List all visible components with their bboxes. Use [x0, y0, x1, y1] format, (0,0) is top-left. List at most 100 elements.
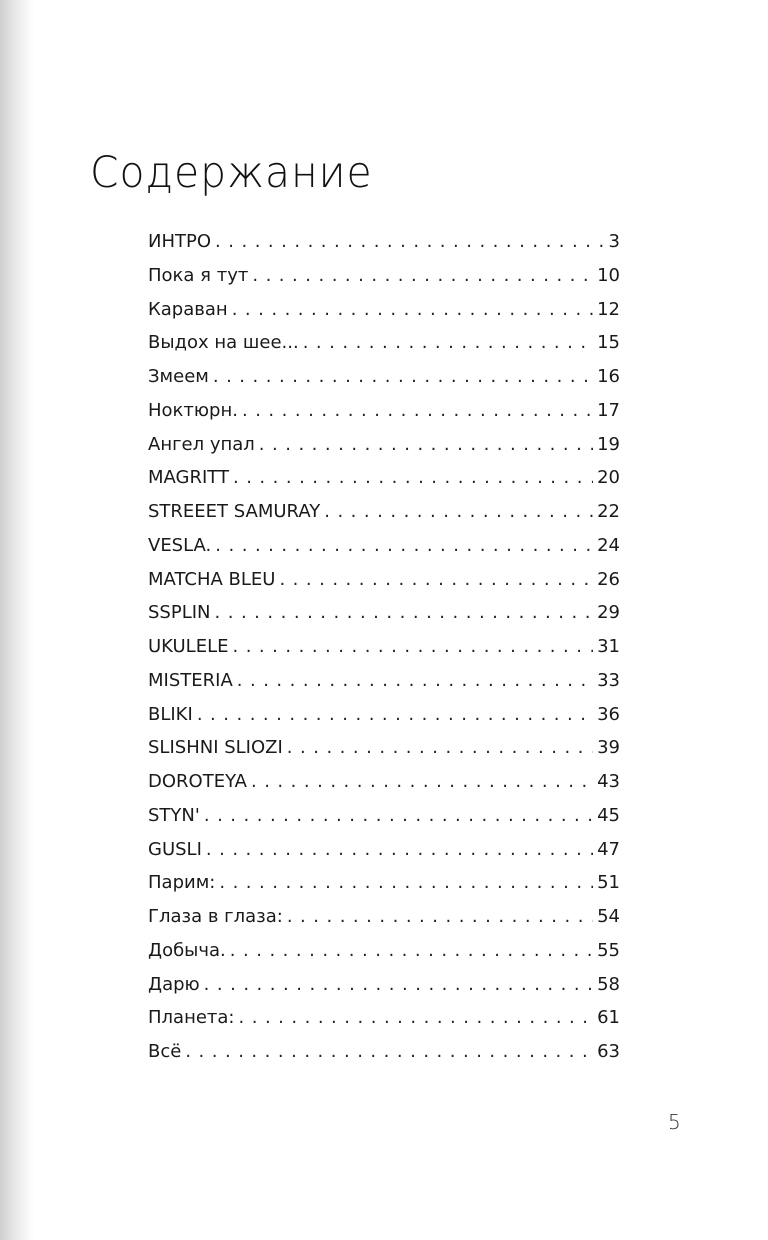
toc-entry-page: 29: [597, 602, 620, 624]
toc-entry-title: Змеем: [148, 366, 209, 387]
toc-entry-title: Дарю: [148, 973, 200, 995]
toc-entry[interactable]: Ноктюрн.................................…: [148, 400, 620, 434]
dot-leader: ........................................…: [241, 399, 593, 421]
dot-leader: ........................................…: [258, 433, 593, 455]
toc-entry[interactable]: VESLA...................................…: [148, 535, 620, 569]
toc-entry[interactable]: Глаза в глаза:..........................…: [148, 906, 620, 940]
toc-entry-title: BLIKI: [148, 703, 193, 725]
dot-leader: ........................................…: [231, 298, 593, 320]
toc-entry-title: Караван: [148, 298, 228, 320]
toc-entry-title: STREEET SAMURAY: [148, 501, 321, 522]
toc-entry[interactable]: Всё.....................................…: [148, 1041, 620, 1075]
toc-entry[interactable]: SSPLIN..................................…: [148, 602, 620, 636]
dot-leader: ........................................…: [286, 737, 593, 759]
dot-leader: ........................................…: [232, 467, 593, 489]
toc-entry[interactable]: Караван.................................…: [148, 299, 620, 333]
dot-leader: ........................................…: [203, 804, 594, 826]
dot-leader: ........................................…: [250, 771, 593, 792]
toc-entry[interactable]: MISTERIA................................…: [148, 670, 620, 704]
toc-entry[interactable]: Ангел упал..............................…: [148, 434, 620, 468]
toc-entry[interactable]: SLISHNI SLIOZI..........................…: [148, 737, 620, 771]
toc-entry[interactable]: GUSLI...................................…: [148, 839, 620, 873]
toc-entry-page: 36: [597, 703, 620, 725]
toc-entry-page: 61: [597, 1007, 620, 1029]
toc-entry-title: UKULELE: [148, 636, 229, 657]
toc-entry[interactable]: Выдох на шее............................…: [148, 332, 620, 366]
toc-entry-page: 16: [597, 366, 620, 387]
dot-leader: ........................................…: [279, 568, 593, 590]
dot-leader: ........................................…: [185, 1041, 593, 1062]
toc-entry-page: 55: [597, 939, 620, 961]
toc-entry-title: Добыча.: [148, 939, 226, 961]
toc-entry-page: 51: [597, 872, 620, 894]
toc-entry-title: ИНТРО: [148, 231, 212, 252]
toc-entry[interactable]: UKULELE.................................…: [148, 636, 620, 670]
toc-entry-page: 20: [597, 467, 620, 489]
dot-leader: ........................................…: [219, 872, 593, 894]
toc-entry-title: Всё: [148, 1041, 182, 1062]
toc-entry[interactable]: ИНТРО...................................…: [148, 231, 620, 265]
toc-entry-page: 15: [597, 332, 620, 354]
page-number: 5: [668, 1110, 681, 1134]
toc-entry-title: SSPLIN: [148, 602, 211, 624]
toc-entry-title: STYN': [148, 804, 200, 826]
dot-leader: ........................................…: [205, 838, 594, 860]
dot-leader: ........................................…: [238, 1007, 594, 1029]
dot-leader: ........................................…: [229, 939, 593, 961]
toc-entry-page: 47: [597, 838, 620, 860]
toc-entry-page: 43: [597, 771, 620, 792]
toc-entry-title: Планета:: [148, 1007, 235, 1029]
toc-entry[interactable]: STREEET SAMURAY.........................…: [148, 501, 620, 535]
dot-leader: ........................................…: [236, 669, 594, 691]
dot-leader: ........................................…: [215, 231, 605, 252]
toc-entry-title: Глаза в глаза:: [148, 906, 283, 927]
toc-entry-title: Ангел упал: [148, 433, 255, 455]
toc-entry-page: 39: [597, 737, 620, 759]
toc-entry-page: 45: [597, 804, 620, 826]
toc-entry[interactable]: Пока я тут..............................…: [148, 265, 620, 299]
toc-entry-page: 31: [597, 636, 620, 657]
toc-entry[interactable]: Дарю....................................…: [148, 974, 620, 1008]
dot-leader: ........................................…: [212, 366, 593, 387]
toc-entry-title: MATCHA BLEU: [148, 568, 276, 590]
toc-entry-page: 58: [597, 973, 620, 995]
toc-entry-page: 17: [597, 399, 620, 421]
toc-entry-title: MISTERIA: [148, 669, 233, 691]
toc-entry-page: 63: [597, 1041, 620, 1062]
toc-entry-title: DOROTEYA: [148, 771, 247, 792]
toc-entry-title: SLISHNI SLIOZI: [148, 737, 283, 759]
toc-entry-page: 3: [608, 231, 620, 252]
toc-entry-title: MAGRITT: [148, 467, 229, 489]
page-gutter-shadow: [0, 0, 34, 1240]
toc-entry-page: 26: [597, 568, 620, 590]
dot-leader: ........................................…: [232, 636, 593, 657]
toc-entry-title: Парим:: [148, 872, 216, 894]
dot-leader: ........................................…: [214, 602, 594, 624]
toc-entry-title: Пока я тут: [148, 264, 249, 286]
table-of-contents: ИНТРО...................................…: [148, 231, 620, 1075]
dot-leader: ........................................…: [324, 501, 593, 522]
toc-entry[interactable]: Планета:................................…: [148, 1007, 620, 1041]
toc-entry-page: 12: [597, 298, 620, 320]
toc-entry-title: VESLA.: [148, 534, 212, 556]
toc-entry[interactable]: BLIKI...................................…: [148, 704, 620, 738]
toc-entry-title: Выдох на шее...: [148, 332, 299, 354]
toc-entry-page: 19: [597, 433, 620, 455]
toc-entry-page: 22: [597, 501, 620, 522]
toc-entry[interactable]: DOROTEYA................................…: [148, 771, 620, 805]
toc-entry[interactable]: MAGRITT.................................…: [148, 467, 620, 501]
toc-entry-page: 10: [597, 264, 620, 286]
toc-entry-page: 24: [597, 534, 620, 556]
dot-leader: ........................................…: [203, 973, 594, 995]
toc-entry[interactable]: Змеем...................................…: [148, 366, 620, 400]
dot-leader: ........................................…: [215, 534, 593, 556]
page-title: Содержание: [90, 148, 373, 198]
toc-entry[interactable]: MATCHA BLEU.............................…: [148, 569, 620, 603]
toc-entry-title: GUSLI: [148, 838, 202, 860]
toc-entry[interactable]: STYN'...................................…: [148, 805, 620, 839]
dot-leader: ........................................…: [286, 906, 593, 927]
dot-leader: ........................................…: [196, 703, 594, 725]
toc-entry[interactable]: Парим:..................................…: [148, 872, 620, 906]
toc-entry[interactable]: Добыча..................................…: [148, 940, 620, 974]
toc-entry-title: Ноктюрн.: [148, 399, 238, 421]
